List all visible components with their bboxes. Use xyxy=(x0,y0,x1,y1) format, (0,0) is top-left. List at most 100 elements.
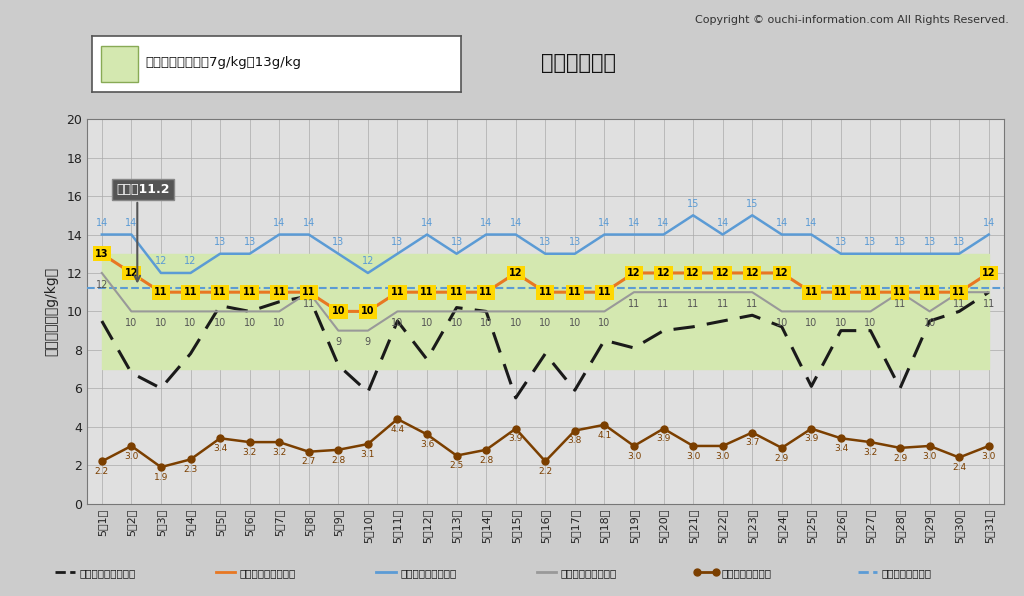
Text: 10: 10 xyxy=(361,306,375,316)
Text: 11: 11 xyxy=(894,299,906,309)
Text: 11: 11 xyxy=(746,299,759,309)
Text: 3.2: 3.2 xyxy=(272,448,287,457)
Text: 13: 13 xyxy=(451,237,463,247)
Text: 11: 11 xyxy=(155,287,168,297)
Text: 12: 12 xyxy=(125,268,138,278)
Text: 14: 14 xyxy=(657,218,670,228)
Text: 10: 10 xyxy=(155,318,167,328)
Text: 11: 11 xyxy=(983,299,995,309)
Text: 3.4: 3.4 xyxy=(834,444,848,453)
Text: 11: 11 xyxy=(893,287,907,297)
Text: 3.0: 3.0 xyxy=(923,452,937,461)
Text: 3.1: 3.1 xyxy=(360,450,375,459)
Text: 絶対湿度比較: 絶対湿度比較 xyxy=(541,52,616,73)
Text: 14: 14 xyxy=(273,218,286,228)
Text: 3.4: 3.4 xyxy=(213,444,227,453)
Text: 3.0: 3.0 xyxy=(124,452,138,461)
Text: 3.0: 3.0 xyxy=(982,452,996,461)
Text: 12: 12 xyxy=(686,268,699,278)
Text: 11: 11 xyxy=(272,287,286,297)
Text: 13: 13 xyxy=(332,237,344,247)
Text: 14: 14 xyxy=(510,218,522,228)
Text: 14: 14 xyxy=(303,218,315,228)
Text: 9: 9 xyxy=(335,337,341,347)
Text: 12: 12 xyxy=(775,268,788,278)
Text: 4.4: 4.4 xyxy=(390,425,404,434)
Text: 10: 10 xyxy=(510,318,522,328)
Bar xyxy=(101,46,138,82)
Text: 13: 13 xyxy=(924,237,936,247)
Text: 2.4: 2.4 xyxy=(952,463,967,472)
Text: 10: 10 xyxy=(775,318,787,328)
Text: 11: 11 xyxy=(243,287,256,297)
Text: 屋外の平均絶対湿度: 屋外の平均絶対湿度 xyxy=(80,568,136,578)
Text: 13: 13 xyxy=(953,237,966,247)
Text: 11: 11 xyxy=(863,287,878,297)
Text: 11: 11 xyxy=(717,299,729,309)
Text: 13: 13 xyxy=(214,237,226,247)
Text: 10: 10 xyxy=(214,318,226,328)
Text: 11: 11 xyxy=(302,287,315,297)
Text: 一日の最高絶対湿度: 一日の最高絶対湿度 xyxy=(400,568,457,578)
Text: 1.9: 1.9 xyxy=(154,473,168,482)
Text: 13: 13 xyxy=(835,237,847,247)
Text: 13: 13 xyxy=(95,249,109,259)
Text: 3.9: 3.9 xyxy=(656,434,671,443)
Y-axis label: 絶対湿度　［g/kg］: 絶対湿度 ［g/kg］ xyxy=(44,267,58,356)
Text: 10: 10 xyxy=(924,318,936,328)
Text: 2.8: 2.8 xyxy=(479,455,494,464)
Text: 3.8: 3.8 xyxy=(567,436,582,445)
Text: 13: 13 xyxy=(391,237,403,247)
Text: 11: 11 xyxy=(952,287,966,297)
Text: 11: 11 xyxy=(568,287,582,297)
Text: 3.2: 3.2 xyxy=(863,448,878,457)
Text: 3.0: 3.0 xyxy=(716,452,730,461)
Text: 11: 11 xyxy=(835,287,848,297)
Text: 11: 11 xyxy=(923,287,936,297)
Text: 11: 11 xyxy=(598,287,611,297)
Text: 15: 15 xyxy=(746,198,759,209)
Text: 14: 14 xyxy=(983,218,995,228)
Text: 13: 13 xyxy=(864,237,877,247)
Text: 14: 14 xyxy=(421,218,433,228)
Text: Copyright © ouchi-information.com All Rights Reserved.: Copyright © ouchi-information.com All Ri… xyxy=(694,15,1009,25)
Text: 13: 13 xyxy=(244,237,256,247)
Text: 4.1: 4.1 xyxy=(597,430,611,440)
Text: 11: 11 xyxy=(687,299,699,309)
Text: 11: 11 xyxy=(391,287,404,297)
Text: 12: 12 xyxy=(628,268,641,278)
Text: 2.2: 2.2 xyxy=(539,467,552,476)
Text: 11: 11 xyxy=(479,287,493,297)
Text: 14: 14 xyxy=(125,218,137,228)
Text: 10: 10 xyxy=(598,318,610,328)
Text: 3.7: 3.7 xyxy=(745,438,760,447)
Text: 10: 10 xyxy=(421,318,433,328)
Text: 平均：11.2: 平均：11.2 xyxy=(117,183,170,196)
Text: 10: 10 xyxy=(480,318,493,328)
Text: 10: 10 xyxy=(391,318,403,328)
Text: 一日の最低絶対湿度: 一日の最低絶対湿度 xyxy=(561,568,617,578)
Text: 3.6: 3.6 xyxy=(420,440,434,449)
Text: 14: 14 xyxy=(775,218,787,228)
Text: 13: 13 xyxy=(894,237,906,247)
Text: 絶対湿度目標域：7g/kg～13g/kg: 絶対湿度目標域：7g/kg～13g/kg xyxy=(145,57,302,70)
Text: 11: 11 xyxy=(450,287,463,297)
Text: 12: 12 xyxy=(155,256,167,266)
Text: 10: 10 xyxy=(835,318,847,328)
Text: 12: 12 xyxy=(716,268,729,278)
Text: 屋内の絶対湿度差: 屋内の絶対湿度差 xyxy=(721,568,771,578)
Text: 9: 9 xyxy=(365,337,371,347)
Text: 一日の平均絶対湿度: 一日の平均絶対湿度 xyxy=(240,568,296,578)
Text: 15: 15 xyxy=(687,198,699,209)
Text: 月の平均絶対湿度: 月の平均絶対湿度 xyxy=(882,568,932,578)
Text: 11: 11 xyxy=(805,287,818,297)
Text: 13: 13 xyxy=(540,237,551,247)
Text: 12: 12 xyxy=(184,256,197,266)
Text: 12: 12 xyxy=(509,268,522,278)
Text: 11: 11 xyxy=(213,287,227,297)
Text: 11: 11 xyxy=(953,299,966,309)
Text: 11: 11 xyxy=(303,299,315,309)
Text: 10: 10 xyxy=(805,318,817,328)
Text: 10: 10 xyxy=(332,306,345,316)
Text: 3.2: 3.2 xyxy=(243,448,257,457)
